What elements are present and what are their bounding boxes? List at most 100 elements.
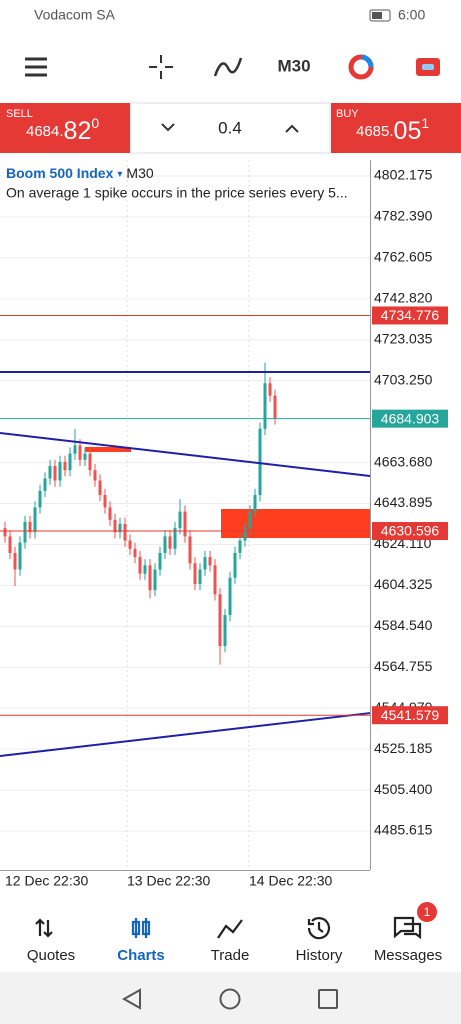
timeframe-button[interactable]: M30 xyxy=(277,56,310,75)
chart-legend: Boom 500 Index ▾ M30 xyxy=(6,165,154,181)
x-tick-label: 12 Dec 22:30 xyxy=(5,873,88,889)
y-tick-label: 4584.540 xyxy=(374,617,433,633)
candle-body xyxy=(53,466,57,481)
candle-body xyxy=(118,523,122,533)
symbol: Boom 500 Index xyxy=(6,165,114,181)
crosshair-button[interactable] xyxy=(149,55,173,79)
volume-box xyxy=(130,102,331,154)
candle-body xyxy=(38,490,42,508)
y-tick-label: 4703.250 xyxy=(374,371,433,387)
buy-price-sup: 1 xyxy=(421,115,429,131)
candle-body xyxy=(193,563,197,584)
candle-body xyxy=(78,445,82,460)
y-tick-label: 4485.615 xyxy=(374,822,433,838)
candle-body xyxy=(58,461,62,481)
candle-body xyxy=(158,552,162,570)
x-tick-label: 13 Dec 22:30 xyxy=(127,873,210,889)
candle-body xyxy=(123,523,127,541)
y-tick-label: 4742.820 xyxy=(374,290,433,306)
candle-body xyxy=(253,495,257,512)
candle-body xyxy=(223,615,227,647)
candle-body xyxy=(233,552,237,578)
bottom-nav: Quotes Charts Trade History Messages 1 xyxy=(27,902,442,964)
candle-body xyxy=(178,511,182,529)
candle-body xyxy=(168,536,172,549)
candle-body xyxy=(263,383,267,429)
candle-body xyxy=(73,445,77,454)
price-label-box xyxy=(372,522,448,541)
nav-icon[interactable] xyxy=(35,918,53,938)
candle-body xyxy=(113,519,117,533)
nav-label[interactable]: Messages xyxy=(374,947,442,964)
volume[interactable]: 0.4 xyxy=(218,118,242,137)
price-label: 4734.776 xyxy=(381,307,440,323)
candle-body xyxy=(203,557,207,570)
battery-level xyxy=(372,12,382,19)
nav-label[interactable]: Charts xyxy=(117,947,165,964)
sell-button[interactable] xyxy=(0,103,130,153)
buy-button[interactable] xyxy=(331,103,461,153)
system-nav xyxy=(0,972,461,1024)
nav-icon[interactable] xyxy=(131,918,151,938)
candle-body xyxy=(183,511,187,537)
badge-count: 1 xyxy=(424,905,431,919)
volume-down[interactable] xyxy=(161,123,175,132)
chart-timeframe: M30 xyxy=(126,165,153,181)
candle-body xyxy=(188,536,192,564)
buy-price-big: 05 xyxy=(394,117,422,145)
candle-body xyxy=(103,495,107,508)
price-label: 4684.903 xyxy=(381,410,440,426)
y-tick-label: 4505.400 xyxy=(374,781,433,797)
nav-label[interactable]: Trade xyxy=(211,947,250,964)
candle-body xyxy=(43,478,47,491)
indicators-button[interactable] xyxy=(213,57,243,77)
y-tick-label: 4802.175 xyxy=(374,167,433,183)
menu-button[interactable] xyxy=(25,57,47,77)
sell-price-big: 82 xyxy=(64,117,92,145)
price-label-box xyxy=(372,706,448,725)
y-tick-label: 4604.325 xyxy=(374,576,433,592)
candle-body xyxy=(13,552,17,570)
y-tick-label: 4525.185 xyxy=(374,740,433,756)
nav-icon[interactable] xyxy=(307,917,331,940)
candle-body xyxy=(208,557,212,566)
back-button[interactable] xyxy=(121,988,141,1010)
candle-body xyxy=(28,521,32,533)
candle-body xyxy=(133,548,137,558)
y-tick-label: 4643.895 xyxy=(374,494,433,510)
carrier: Vodacom SA xyxy=(34,7,116,23)
clock: 6:00 xyxy=(398,7,425,23)
x-tick-label: 14 Dec 22:30 xyxy=(249,873,332,889)
candle-body xyxy=(238,540,242,553)
trend-line xyxy=(0,432,371,478)
candle-body xyxy=(248,511,252,529)
nav-icon[interactable] xyxy=(393,916,422,940)
symbol-arrow: ▾ xyxy=(117,169,122,180)
nav-label[interactable]: History xyxy=(296,947,343,964)
candle-body xyxy=(128,540,132,549)
nav-icon[interactable] xyxy=(217,919,243,939)
y-tick-label: 4564.755 xyxy=(374,658,433,674)
sell-label: SELL xyxy=(6,108,33,120)
candle-body xyxy=(138,557,142,574)
candle-body xyxy=(88,453,92,471)
battery xyxy=(369,9,391,22)
home-button[interactable] xyxy=(219,988,241,1010)
candle-body xyxy=(173,528,177,549)
candle-body xyxy=(198,569,202,584)
price-label: 4630.596 xyxy=(381,523,440,539)
candle-body xyxy=(23,521,27,543)
y-tick-label: 4723.035 xyxy=(374,330,433,346)
candle-body xyxy=(8,536,12,553)
volume-up[interactable] xyxy=(285,124,299,133)
trend-line xyxy=(0,712,371,758)
recents-button[interactable] xyxy=(318,989,338,1009)
candle-body xyxy=(48,466,52,479)
nav-label[interactable]: Quotes xyxy=(27,947,75,964)
candle-body xyxy=(3,528,7,537)
sell-price-main: 4684. xyxy=(26,123,64,140)
buy-label: BUY xyxy=(336,108,359,120)
candle-body xyxy=(63,461,67,471)
